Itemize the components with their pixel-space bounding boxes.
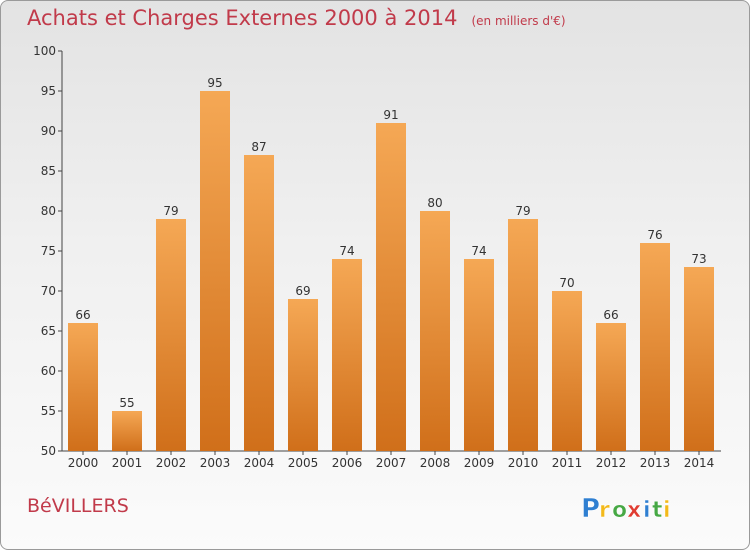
data-label: 66: [75, 308, 90, 322]
x-tick-label: 2008: [420, 456, 451, 470]
bar: [640, 243, 670, 451]
x-tick-label: 2004: [244, 456, 275, 470]
data-label: 69: [295, 284, 310, 298]
logo-letter: o: [612, 498, 627, 523]
x-tick-label: 2014: [684, 456, 715, 470]
y-tick-label: 50: [41, 444, 56, 458]
bar: [596, 323, 626, 451]
data-label: 66: [603, 308, 618, 322]
title-line: Achats et Charges Externes 2000 à 2014 (…: [27, 6, 566, 30]
x-tick-label: 2000: [68, 456, 99, 470]
x-tick-label: 2012: [596, 456, 627, 470]
x-tick-label: 2007: [376, 456, 407, 470]
bar: [112, 411, 142, 451]
logo-letter: i: [663, 498, 671, 523]
y-tick-label: 70: [41, 284, 56, 298]
y-tick-label: 90: [41, 124, 56, 138]
bar: [508, 219, 538, 451]
bar: [288, 299, 318, 451]
data-label: 80: [427, 196, 442, 210]
y-tick-label: 65: [41, 324, 56, 338]
data-label: 76: [647, 228, 662, 242]
x-tick-label: 2001: [112, 456, 143, 470]
data-label: 79: [163, 204, 178, 218]
logo-letter: i: [643, 498, 651, 523]
logo-letter: P: [581, 494, 600, 524]
x-tick-label: 2009: [464, 456, 495, 470]
data-label: 74: [339, 244, 354, 258]
bar: [156, 219, 186, 451]
x-tick-label: 2010: [508, 456, 539, 470]
x-tick-label: 2011: [552, 456, 583, 470]
y-tick-label: 95: [41, 84, 56, 98]
bar: [552, 291, 582, 451]
y-tick-label: 75: [41, 244, 56, 258]
bars: [68, 91, 714, 451]
y-tick-label: 80: [41, 204, 56, 218]
data-label: 91: [383, 108, 398, 122]
y-tick-label: 60: [41, 364, 56, 378]
chart-title: Achats et Charges Externes 2000 à 2014: [27, 6, 458, 30]
proxiti-logo: Pr o x i t i: [581, 494, 671, 525]
logo-letter: r: [599, 498, 610, 523]
value-labels: 66 55 79 95 87 69 74 91 80 74 79 70 66 76 73: [75, 76, 706, 410]
data-label: 74: [471, 244, 486, 258]
data-label: 79: [515, 204, 530, 218]
bar: [68, 323, 98, 451]
bar: [244, 155, 274, 451]
x-tick-label: 2006: [332, 456, 363, 470]
chart-subtitle: (en milliers d'€): [471, 14, 566, 28]
bar: [684, 267, 714, 451]
bar: [332, 259, 362, 451]
data-label: 95: [207, 76, 222, 90]
data-label: 70: [559, 276, 574, 290]
axes: 50 55 60 65 70 75 80 85 90 95 100 2000 2001 2002 2003 2…: [33, 44, 721, 470]
logo-letter: t: [652, 498, 663, 523]
y-tick-label: 100: [33, 44, 56, 58]
data-label: 55: [119, 396, 134, 410]
x-tick-label: 2005: [288, 456, 319, 470]
data-label: 87: [251, 140, 266, 154]
data-label: 73: [691, 252, 706, 266]
bar: [420, 211, 450, 451]
y-tick-label: 55: [41, 404, 56, 418]
bar: [376, 123, 406, 451]
x-tick-label: 2013: [640, 456, 671, 470]
place-name: BéVILLERS: [27, 495, 129, 517]
y-tick-label: 85: [41, 164, 56, 178]
logo-letter: x: [627, 498, 641, 523]
bar: [464, 259, 494, 451]
x-tick-label: 2002: [156, 456, 187, 470]
x-tick-label: 2003: [200, 456, 231, 470]
bar: [200, 91, 230, 451]
